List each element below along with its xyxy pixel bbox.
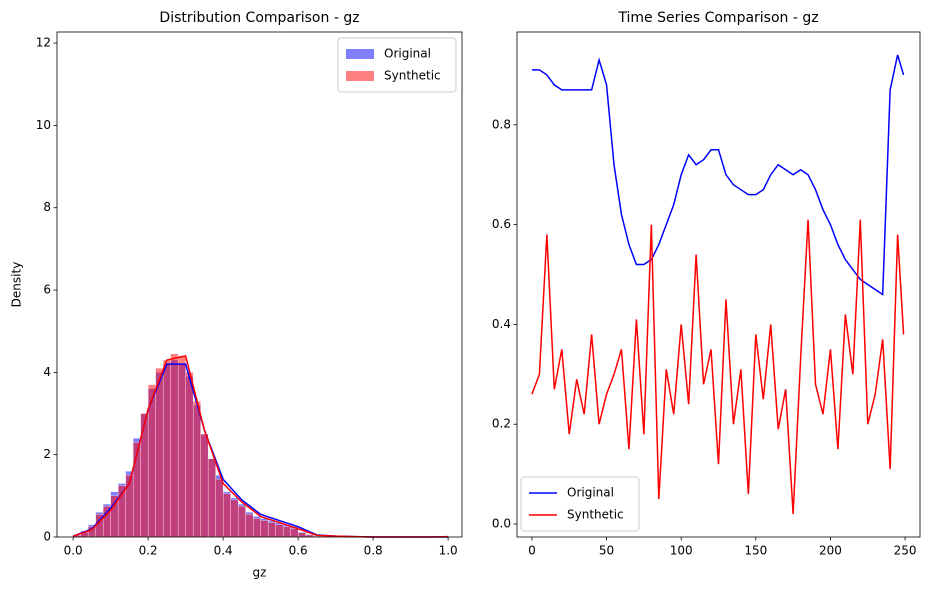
series-line [531, 219, 905, 515]
legend-swatch [346, 71, 374, 81]
x-tick-label: 0.6 [289, 544, 308, 558]
x-tick-label: 0.2 [139, 544, 158, 558]
y-axis-label: Density [10, 262, 24, 308]
x-tick-label: 0 [528, 544, 536, 558]
legend-label: Original [384, 47, 431, 61]
hist-bar [192, 401, 201, 538]
hist-bar [237, 505, 246, 538]
hist-bar [155, 368, 164, 538]
hist-bar [170, 353, 179, 538]
hist-bar [282, 526, 291, 538]
y-tick-label: 0.4 [492, 317, 511, 331]
y-tick-label: 8 [43, 200, 51, 214]
legend: Original Synthetic [337, 37, 457, 93]
x-tick-label: 150 [744, 544, 767, 558]
x-tick-label: 1.0 [439, 544, 458, 558]
chart-title: Distribution Comparison - gz [159, 10, 359, 26]
series-line [531, 54, 905, 296]
legend-swatch [346, 49, 374, 59]
x-tick-label: 200 [819, 544, 842, 558]
axes-frame [56, 31, 463, 538]
panel: 0 50 100 150 200 250 0.0 0.2 0.4 0.6 0.8 Time Serie… [492, 10, 921, 558]
y-tick-label: 10 [36, 118, 51, 132]
hist-bar [290, 528, 299, 538]
hist-bar [162, 359, 171, 538]
hist-bar [260, 520, 269, 538]
legend: Original Synthetic [520, 476, 640, 532]
y-tick-label: 0.0 [492, 517, 511, 531]
chart-title: Time Series Comparison - gz [617, 10, 818, 26]
x-tick-label: 0.0 [64, 544, 83, 558]
y-tick-label: 0 [43, 530, 51, 544]
hist-bar [275, 524, 284, 538]
hist-bar [230, 499, 239, 538]
hist-bar [200, 433, 209, 538]
x-tick-label: 0.4 [214, 544, 233, 558]
hist-bar [252, 518, 261, 538]
y-tick-label: 0.2 [492, 417, 511, 431]
hist-bar [207, 458, 216, 538]
y-tick-label: 12 [36, 36, 51, 50]
x-tick-label: 50 [599, 544, 614, 558]
hist-bar [215, 479, 224, 538]
hist-bar [245, 514, 254, 538]
legend-label: Original [567, 486, 614, 500]
panel: 0.0 0.2 0.4 0.6 0.8 1.0 0 2 4 6 8 10 12 Distribution … [10, 10, 463, 580]
hist-bar [267, 522, 276, 538]
y-tick-label: 0.6 [492, 217, 511, 231]
hist-bar [222, 493, 231, 538]
x-tick-label: 100 [670, 544, 693, 558]
y-tick-label: 2 [43, 447, 51, 461]
x-tick-label: 0.8 [364, 544, 383, 558]
axes-frame [516, 31, 921, 538]
x-axis-label: gz [253, 566, 267, 580]
y-tick-label: 0.8 [492, 117, 511, 131]
legend-label: Synthetic [567, 508, 624, 522]
x-tick-label: 250 [894, 544, 917, 558]
legend-label: Synthetic [384, 69, 441, 83]
legend-box [520, 476, 640, 532]
hist-bar [185, 372, 194, 538]
hist-bar [297, 532, 306, 538]
y-tick-label: 6 [43, 283, 51, 297]
hist-bar [177, 355, 186, 538]
y-tick-label: 4 [43, 365, 51, 379]
